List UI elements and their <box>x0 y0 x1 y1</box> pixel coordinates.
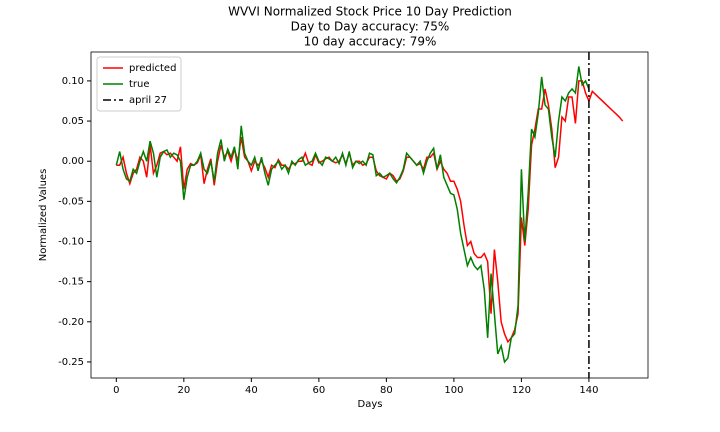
chart-subtitle: 10 day accuracy: 79% <box>304 35 437 49</box>
x-tick-label: 40 <box>245 385 258 396</box>
x-tick-label: 60 <box>312 385 325 396</box>
y-tick-label: -0.20 <box>58 317 84 328</box>
legend-box <box>96 56 182 112</box>
x-tick-label: 120 <box>512 385 531 396</box>
x-tick-label: 20 <box>177 385 190 396</box>
y-tick-label: 0.10 <box>62 76 84 87</box>
legend-label: predicted <box>129 63 176 74</box>
y-tick-label: 0.00 <box>62 156 84 167</box>
y-tick-label: -0.25 <box>58 357 84 368</box>
y-axis-label: Normalized Values <box>38 169 49 262</box>
y-tick-label: 0.05 <box>62 116 84 127</box>
x-tick-label: 140 <box>579 385 598 396</box>
chart-subtitle: Day to Day accuracy: 75% <box>291 20 450 34</box>
data-line <box>116 80 624 344</box>
y-tick-label: -0.10 <box>58 236 84 247</box>
x-axis-label: Days <box>358 399 383 410</box>
plot-frame <box>90 51 649 379</box>
y-tick-label: -0.15 <box>58 277 84 288</box>
data-line <box>115 66 590 364</box>
legend-label: april 27 <box>129 95 167 106</box>
x-tick-label: 100 <box>444 385 463 396</box>
x-tick-label: 80 <box>380 385 393 396</box>
y-tick-label: -0.05 <box>58 196 84 207</box>
x-tick-label: 0 <box>113 385 119 396</box>
chart-title: WVVI Normalized Stock Price 10 Day Predi… <box>228 5 512 19</box>
legend-label: true <box>129 79 150 90</box>
